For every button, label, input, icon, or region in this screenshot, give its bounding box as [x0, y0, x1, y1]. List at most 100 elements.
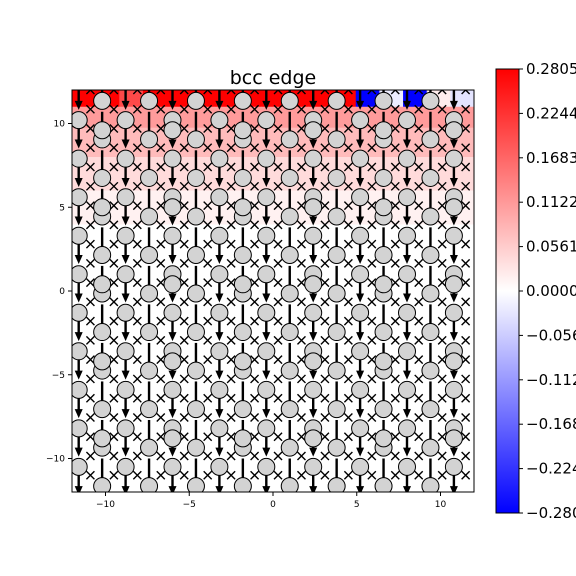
- atom: [186, 323, 205, 342]
- displacement-mark: [343, 143, 353, 153]
- displacement-mark: [296, 124, 306, 134]
- displacement-mark: [132, 124, 142, 134]
- displacement-mark: [156, 335, 166, 345]
- displacement-mark: [85, 162, 95, 172]
- displacement-mark: [367, 181, 377, 191]
- displacement-mark: [156, 278, 166, 288]
- atom: [70, 497, 87, 514]
- displacement-mark: [273, 124, 283, 134]
- column-arrow: [309, 90, 318, 110]
- displacement-mark: [343, 201, 353, 211]
- displacement-mark: [320, 470, 330, 480]
- displacement-mark: [437, 258, 447, 268]
- atom: [351, 226, 370, 245]
- displacement-mark: [320, 278, 330, 288]
- displacement-mark: [390, 335, 400, 345]
- atom: [72, 149, 88, 168]
- displacement-mark: [437, 393, 447, 403]
- displacement-mark: [250, 104, 260, 114]
- displacement-mark: [437, 239, 447, 249]
- atom: [403, 90, 411, 91]
- colorbar-gradient: [495, 68, 520, 514]
- displacement-mark: [203, 393, 213, 403]
- atom: [169, 90, 176, 91]
- displacement-mark: [250, 124, 260, 134]
- colorbar-tick-label: 0.0561: [526, 238, 576, 256]
- displacement-mark: [343, 278, 353, 288]
- displacement-mark: [85, 143, 95, 153]
- displacement-mark: [296, 451, 306, 461]
- y-tick-label: 0: [59, 287, 65, 297]
- displacement-mark: [461, 432, 471, 442]
- displacement-mark: [226, 393, 236, 403]
- displacement-mark: [343, 239, 353, 249]
- displacement-mark: [203, 143, 213, 153]
- displacement-mark: [250, 432, 260, 442]
- column-arrow: [74, 90, 83, 110]
- displacement-mark: [226, 258, 236, 268]
- atom: [210, 380, 229, 399]
- column-arrow: [450, 497, 458, 534]
- displacement-mark: [367, 201, 377, 211]
- atom: [351, 265, 370, 284]
- atom: [280, 284, 299, 303]
- displacement-mark: [367, 355, 377, 365]
- displacement-mark: [461, 124, 471, 134]
- atom: [374, 400, 393, 419]
- displacement-mark: [461, 393, 471, 403]
- atom: [421, 168, 440, 187]
- displacement-mark: [250, 451, 260, 461]
- atom: [304, 198, 323, 217]
- atom: [257, 188, 276, 207]
- displacement-mark: [179, 239, 189, 249]
- displacement-mark: [414, 393, 424, 403]
- x-tick-label: 5: [354, 500, 360, 510]
- colorbar-tick-label: −0.2244: [526, 460, 576, 478]
- displacement-mark: [226, 412, 236, 422]
- atom: [233, 400, 252, 419]
- displacement-mark: [461, 412, 471, 422]
- atom: [374, 168, 393, 187]
- displacement-mark: [85, 412, 95, 422]
- displacement-mark: [109, 393, 119, 403]
- column-arrow: [380, 497, 388, 534]
- displacement-mark: [461, 104, 471, 114]
- atom: [304, 121, 323, 140]
- displacement-mark: [226, 143, 236, 153]
- displacement-mark: [203, 297, 213, 307]
- atom: [356, 90, 364, 91]
- atom: [351, 419, 370, 438]
- atom: [93, 323, 112, 342]
- displacement-mark: [367, 432, 377, 442]
- displacement-mark: [367, 470, 377, 480]
- atom: [374, 121, 393, 140]
- displacement-mark: [343, 412, 353, 422]
- displacement-mark: [132, 470, 142, 480]
- displacement-mark: [367, 451, 377, 461]
- atom: [327, 361, 346, 380]
- atom: [72, 188, 88, 207]
- x-tick-label: −5: [183, 500, 196, 510]
- displacement-mark: [414, 124, 424, 134]
- displacement-mark: [156, 181, 166, 191]
- displacement-mark: [156, 239, 166, 249]
- atom: [421, 438, 440, 457]
- displacement-mark: [390, 297, 400, 307]
- displacement-mark: [414, 374, 424, 384]
- displacement-mark: [414, 239, 424, 249]
- displacement-mark: [203, 162, 213, 172]
- atom: [444, 429, 463, 448]
- atom: [421, 130, 440, 149]
- atom: [93, 198, 112, 217]
- displacement-mark: [273, 393, 283, 403]
- displacement-mark: [109, 143, 119, 153]
- displacement-mark: [390, 393, 400, 403]
- column-arrow: [403, 90, 411, 110]
- atom: [93, 352, 112, 371]
- atom: [117, 497, 134, 514]
- displacement-mark: [296, 258, 306, 268]
- displacement-mark: [320, 124, 330, 134]
- displacement-mark: [343, 104, 353, 114]
- atom: [398, 226, 416, 245]
- atom: [72, 419, 88, 438]
